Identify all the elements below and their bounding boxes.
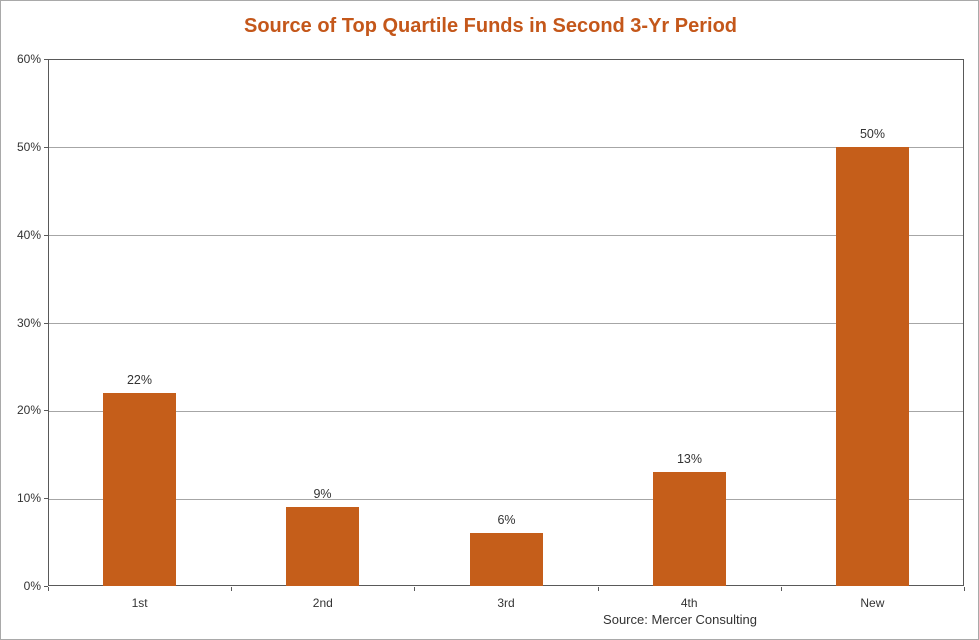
y-axis-tick-label: 10%: [16, 491, 41, 506]
y-axis-tick-label: 30%: [16, 315, 41, 330]
bar-value-label: 13%: [676, 452, 703, 466]
bar-3rd: [470, 533, 543, 586]
plot-area: [48, 59, 964, 586]
x-axis-tick-mark: [48, 587, 49, 591]
gridline: [49, 323, 963, 324]
gridline: [49, 147, 963, 149]
bar-value-label: 50%: [859, 127, 886, 141]
y-axis-tick-mark: [44, 234, 48, 236]
x-axis-category-label: 1st: [131, 596, 148, 610]
gridline: [49, 410, 963, 412]
x-axis-category-label: 3rd: [497, 596, 515, 610]
y-axis-tick-mark: [44, 586, 48, 587]
chart-title: Source of Top Quartile Funds in Second 3…: [243, 15, 738, 37]
bar-1st: [103, 393, 176, 586]
y-axis-tick-mark: [44, 59, 48, 60]
y-axis-tick-mark: [44, 146, 48, 148]
bar-4th: [653, 472, 726, 586]
y-axis-tick-label: 60%: [16, 52, 41, 66]
y-axis-tick-mark: [44, 498, 48, 500]
y-axis-tick-label: 0%: [23, 579, 41, 593]
x-axis-tick-mark: [598, 587, 599, 591]
bar-2nd: [286, 507, 359, 586]
bar-value-label: 9%: [313, 487, 332, 501]
y-axis-tick-mark: [44, 322, 48, 324]
y-axis-tick-label: 40%: [16, 227, 41, 242]
bar-value-label: 22%: [126, 373, 153, 387]
gridline: [49, 235, 963, 237]
x-axis-category-label: 4th: [680, 596, 698, 610]
y-axis-tick-mark: [44, 410, 48, 412]
x-axis-category-label: 2nd: [312, 596, 333, 610]
y-axis-tick-label: 50%: [16, 139, 41, 154]
y-axis-tick-label: 20%: [16, 403, 41, 418]
x-axis-tick-mark: [964, 587, 965, 591]
x-axis-tick-mark: [231, 587, 232, 591]
x-axis-tick-mark: [781, 587, 782, 591]
source-note: Source: Mercer Consulting: [603, 612, 757, 627]
x-axis-tick-mark: [414, 587, 415, 591]
x-axis-category-label: New: [860, 596, 885, 610]
gridline: [49, 498, 963, 500]
bar-value-label: 6%: [497, 513, 516, 527]
bar-new: [836, 147, 909, 586]
